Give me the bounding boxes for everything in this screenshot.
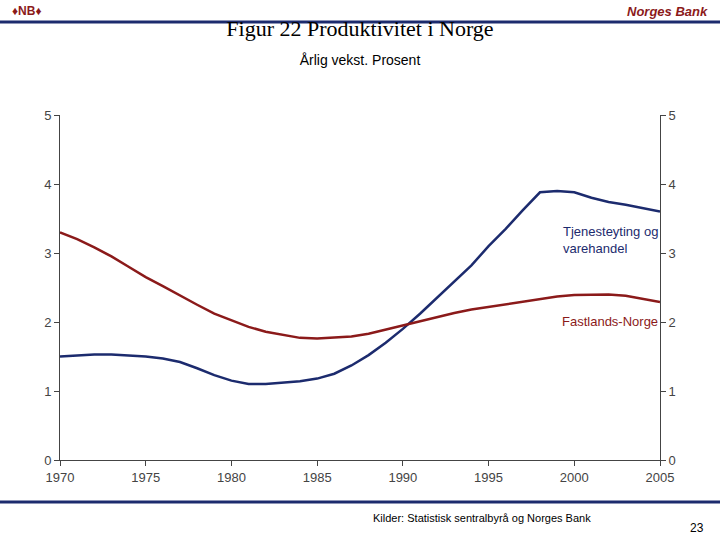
svg-text:2: 2	[44, 315, 51, 330]
svg-text:1985: 1985	[303, 470, 332, 485]
svg-text:1: 1	[44, 384, 51, 399]
svg-text:0: 0	[44, 453, 51, 468]
svg-text:1975: 1975	[131, 470, 160, 485]
svg-text:1970: 1970	[46, 470, 75, 485]
svg-text:5: 5	[669, 108, 676, 123]
svg-text:1: 1	[669, 384, 676, 399]
svg-text:1995: 1995	[474, 470, 503, 485]
svg-text:Fastlands-Norge: Fastlands-Norge	[562, 314, 658, 329]
svg-text:2000: 2000	[560, 470, 589, 485]
svg-text:Tjenesteyting ogvarehandel: Tjenesteyting ogvarehandel	[563, 224, 658, 256]
svg-text:2: 2	[669, 315, 676, 330]
svg-text:0: 0	[669, 453, 676, 468]
svg-text:3: 3	[669, 246, 676, 261]
svg-text:23: 23	[690, 521, 704, 535]
svg-text:5: 5	[44, 108, 51, 123]
svg-text:Norges Bank: Norges Bank	[627, 4, 708, 19]
svg-text:1980: 1980	[217, 470, 246, 485]
svg-text:Kilder: Statistisk sentralbyrå: Kilder: Statistisk sentralbyrå og Norges…	[373, 512, 591, 524]
svg-text:3: 3	[44, 246, 51, 261]
svg-text:4: 4	[669, 177, 676, 192]
svg-text:Figur 22 Produktivitet i Norge: Figur 22 Produktivitet i NorgeÅrlig veks…	[226, 16, 493, 68]
svg-text:♦NB♦: ♦NB♦	[12, 4, 42, 18]
svg-text:4: 4	[44, 177, 51, 192]
svg-text:2005: 2005	[646, 470, 675, 485]
svg-text:1990: 1990	[388, 470, 417, 485]
